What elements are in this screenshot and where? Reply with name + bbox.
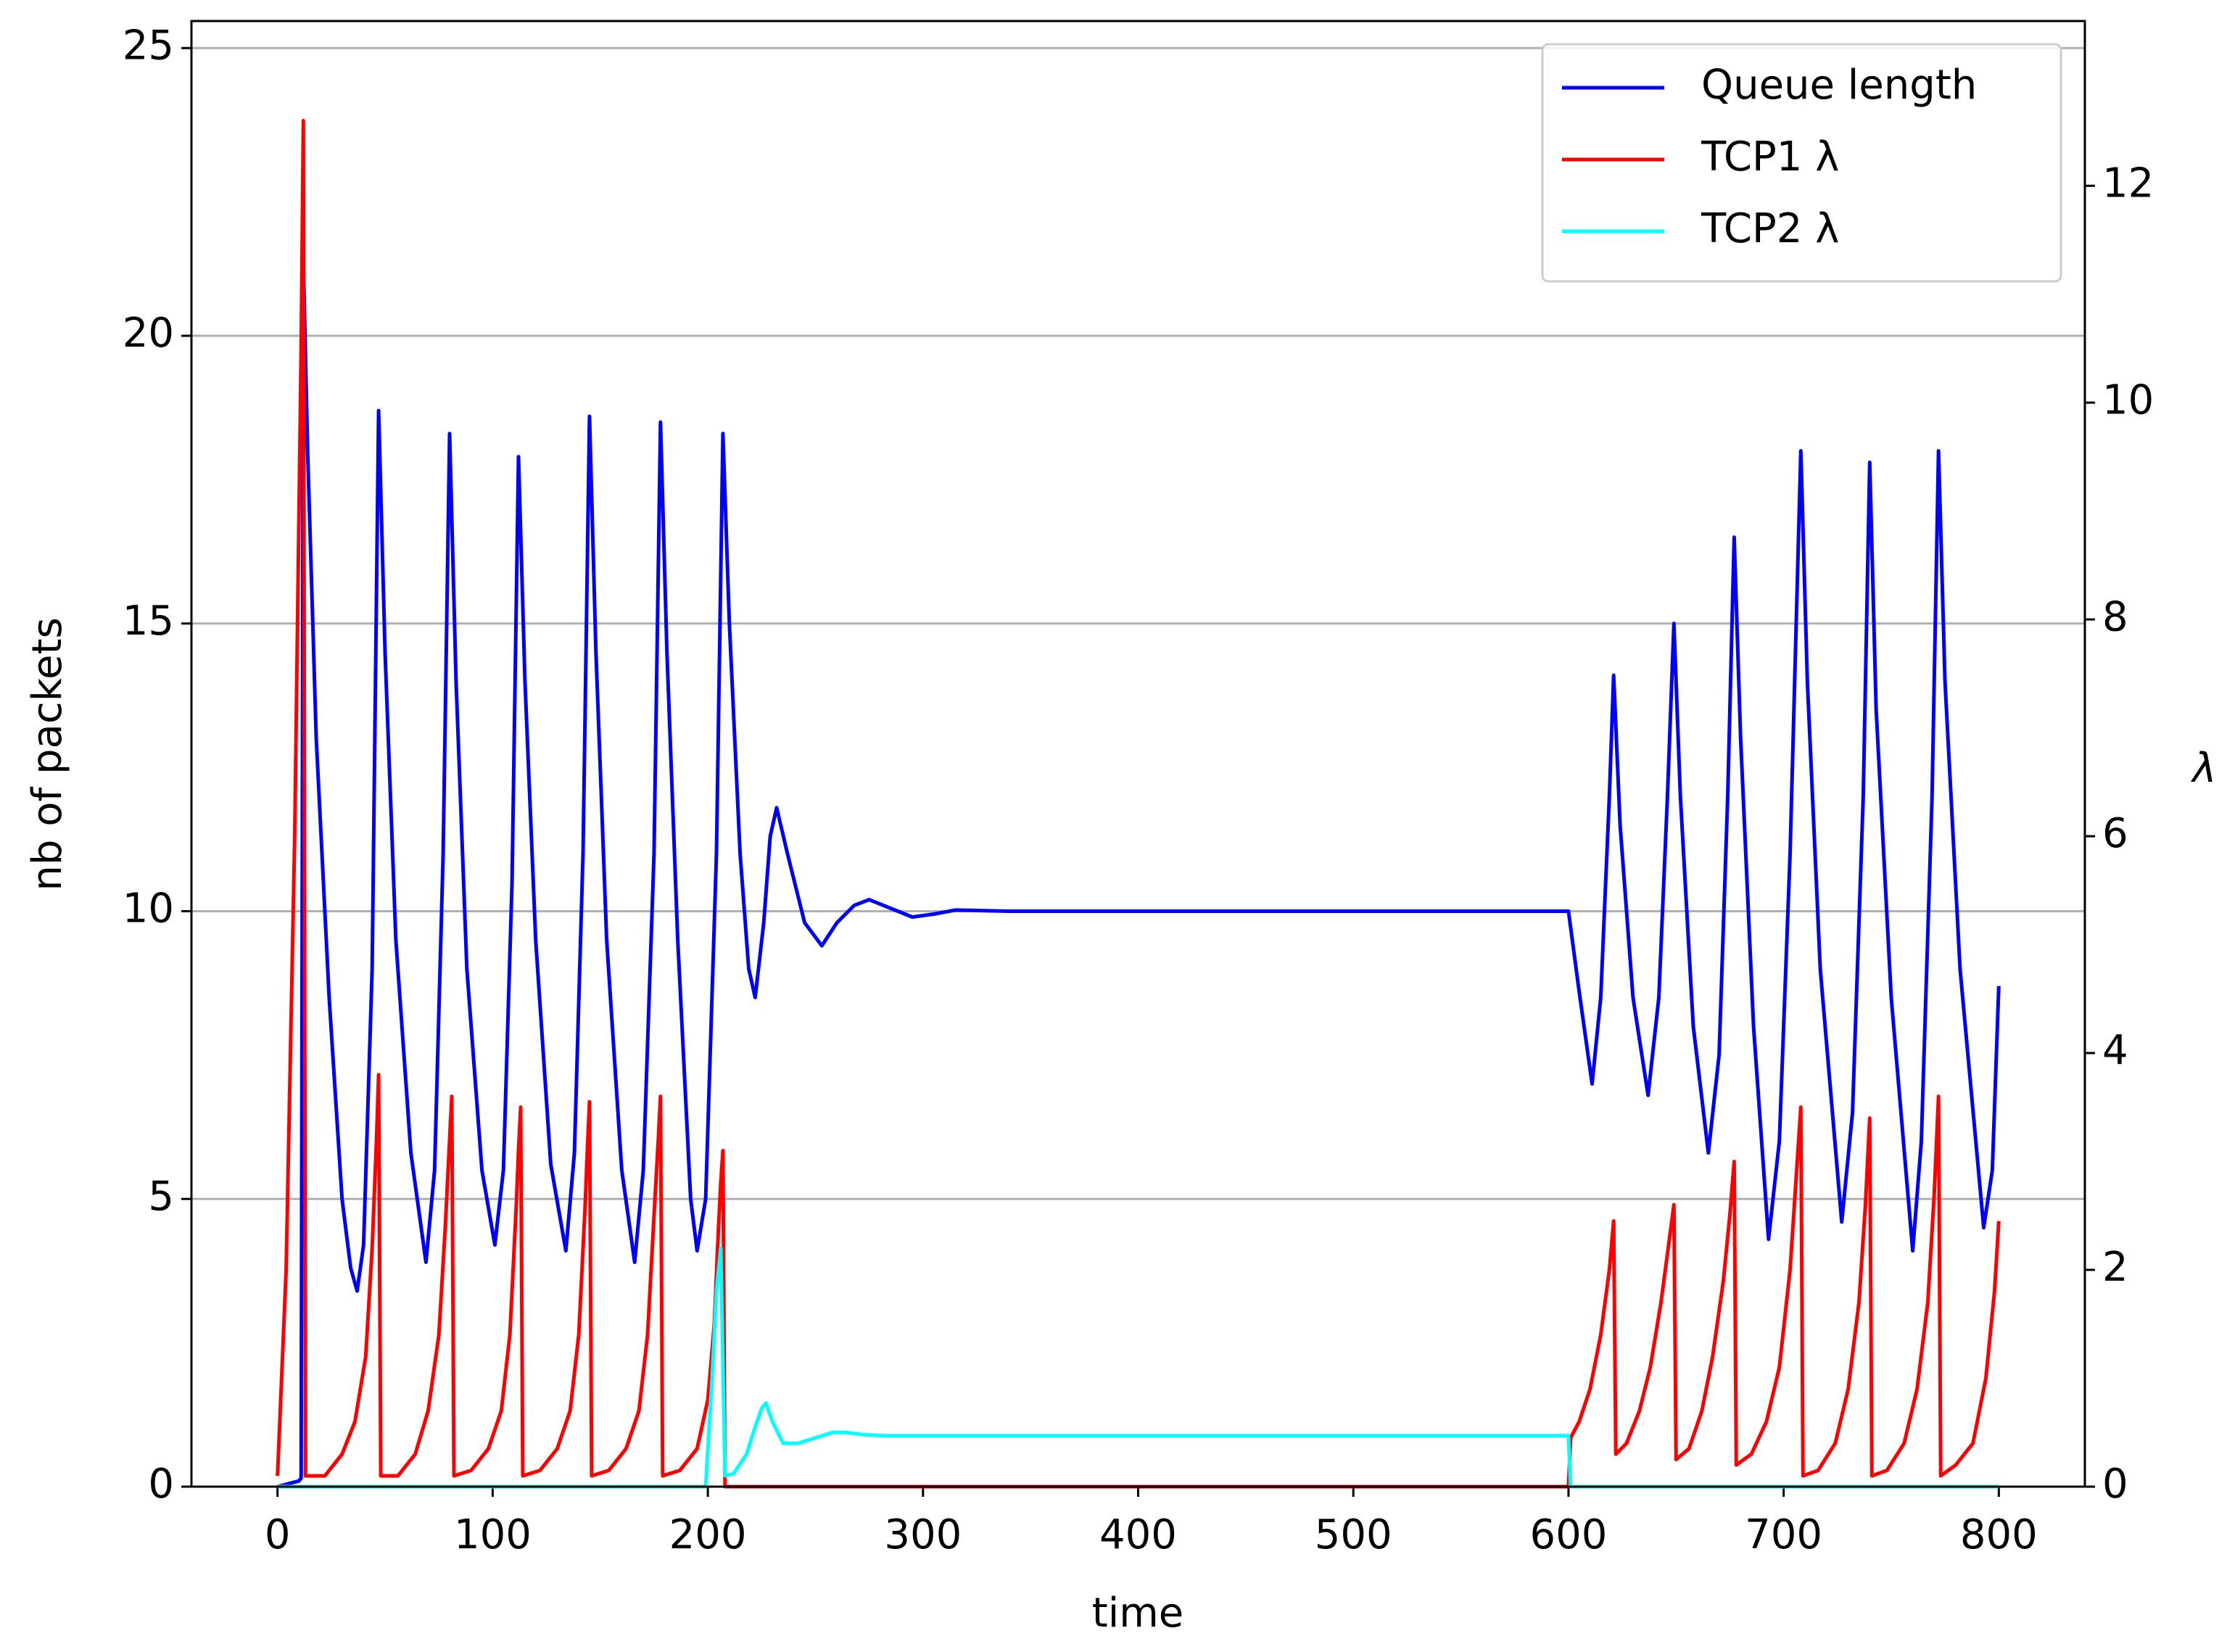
data-line (277, 259, 2001, 1489)
y-tick-label: 0 (148, 1461, 174, 1508)
x-tick-label: 200 (669, 1511, 747, 1558)
y-axis-label: nb of packets (24, 617, 71, 891)
y2-tick-label: 10 (2102, 376, 2154, 424)
y2-tick-label: 6 (2102, 810, 2128, 857)
y-tick-label: 20 (123, 310, 174, 357)
x-tick-label: 500 (1315, 1511, 1392, 1558)
y2-tick-label: 4 (2102, 1027, 2128, 1074)
y-tick-label: 15 (123, 598, 174, 645)
x-tick-label: 400 (1099, 1511, 1177, 1558)
legend: Queue length TCP1 λ TCP2 λ (1541, 43, 2062, 283)
legend-box (1541, 43, 2062, 283)
y2-tick-label: 12 (2102, 160, 2154, 207)
legend-label: TCP2 λ (1701, 205, 1839, 252)
x-tick-label: 600 (1529, 1511, 1607, 1558)
legend-label: Queue length (1701, 62, 1977, 109)
x-tick-label: 700 (1745, 1511, 1822, 1558)
y2-axis-label: λ (2190, 745, 2216, 792)
x-tick-label: 100 (454, 1511, 532, 1558)
plot-frame (190, 20, 2086, 1488)
y-tick-label: 25 (123, 22, 174, 69)
y2-tick-label: 8 (2102, 593, 2128, 640)
data-line (276, 119, 2001, 1489)
legend-label: TCP1 λ (1701, 133, 1839, 181)
x-tick-label: 0 (265, 1511, 291, 1558)
x-tick-label: 300 (884, 1511, 962, 1558)
x-tick-label: 800 (1960, 1511, 2038, 1558)
y-tick-label: 10 (123, 885, 174, 933)
y-tick-label: 5 (148, 1173, 174, 1220)
y2-tick-label: 2 (2102, 1244, 2128, 1291)
y2-tick-label: 0 (2102, 1461, 2128, 1508)
data-line (277, 1246, 1999, 1489)
x-axis-label: time (1092, 1590, 1184, 1637)
